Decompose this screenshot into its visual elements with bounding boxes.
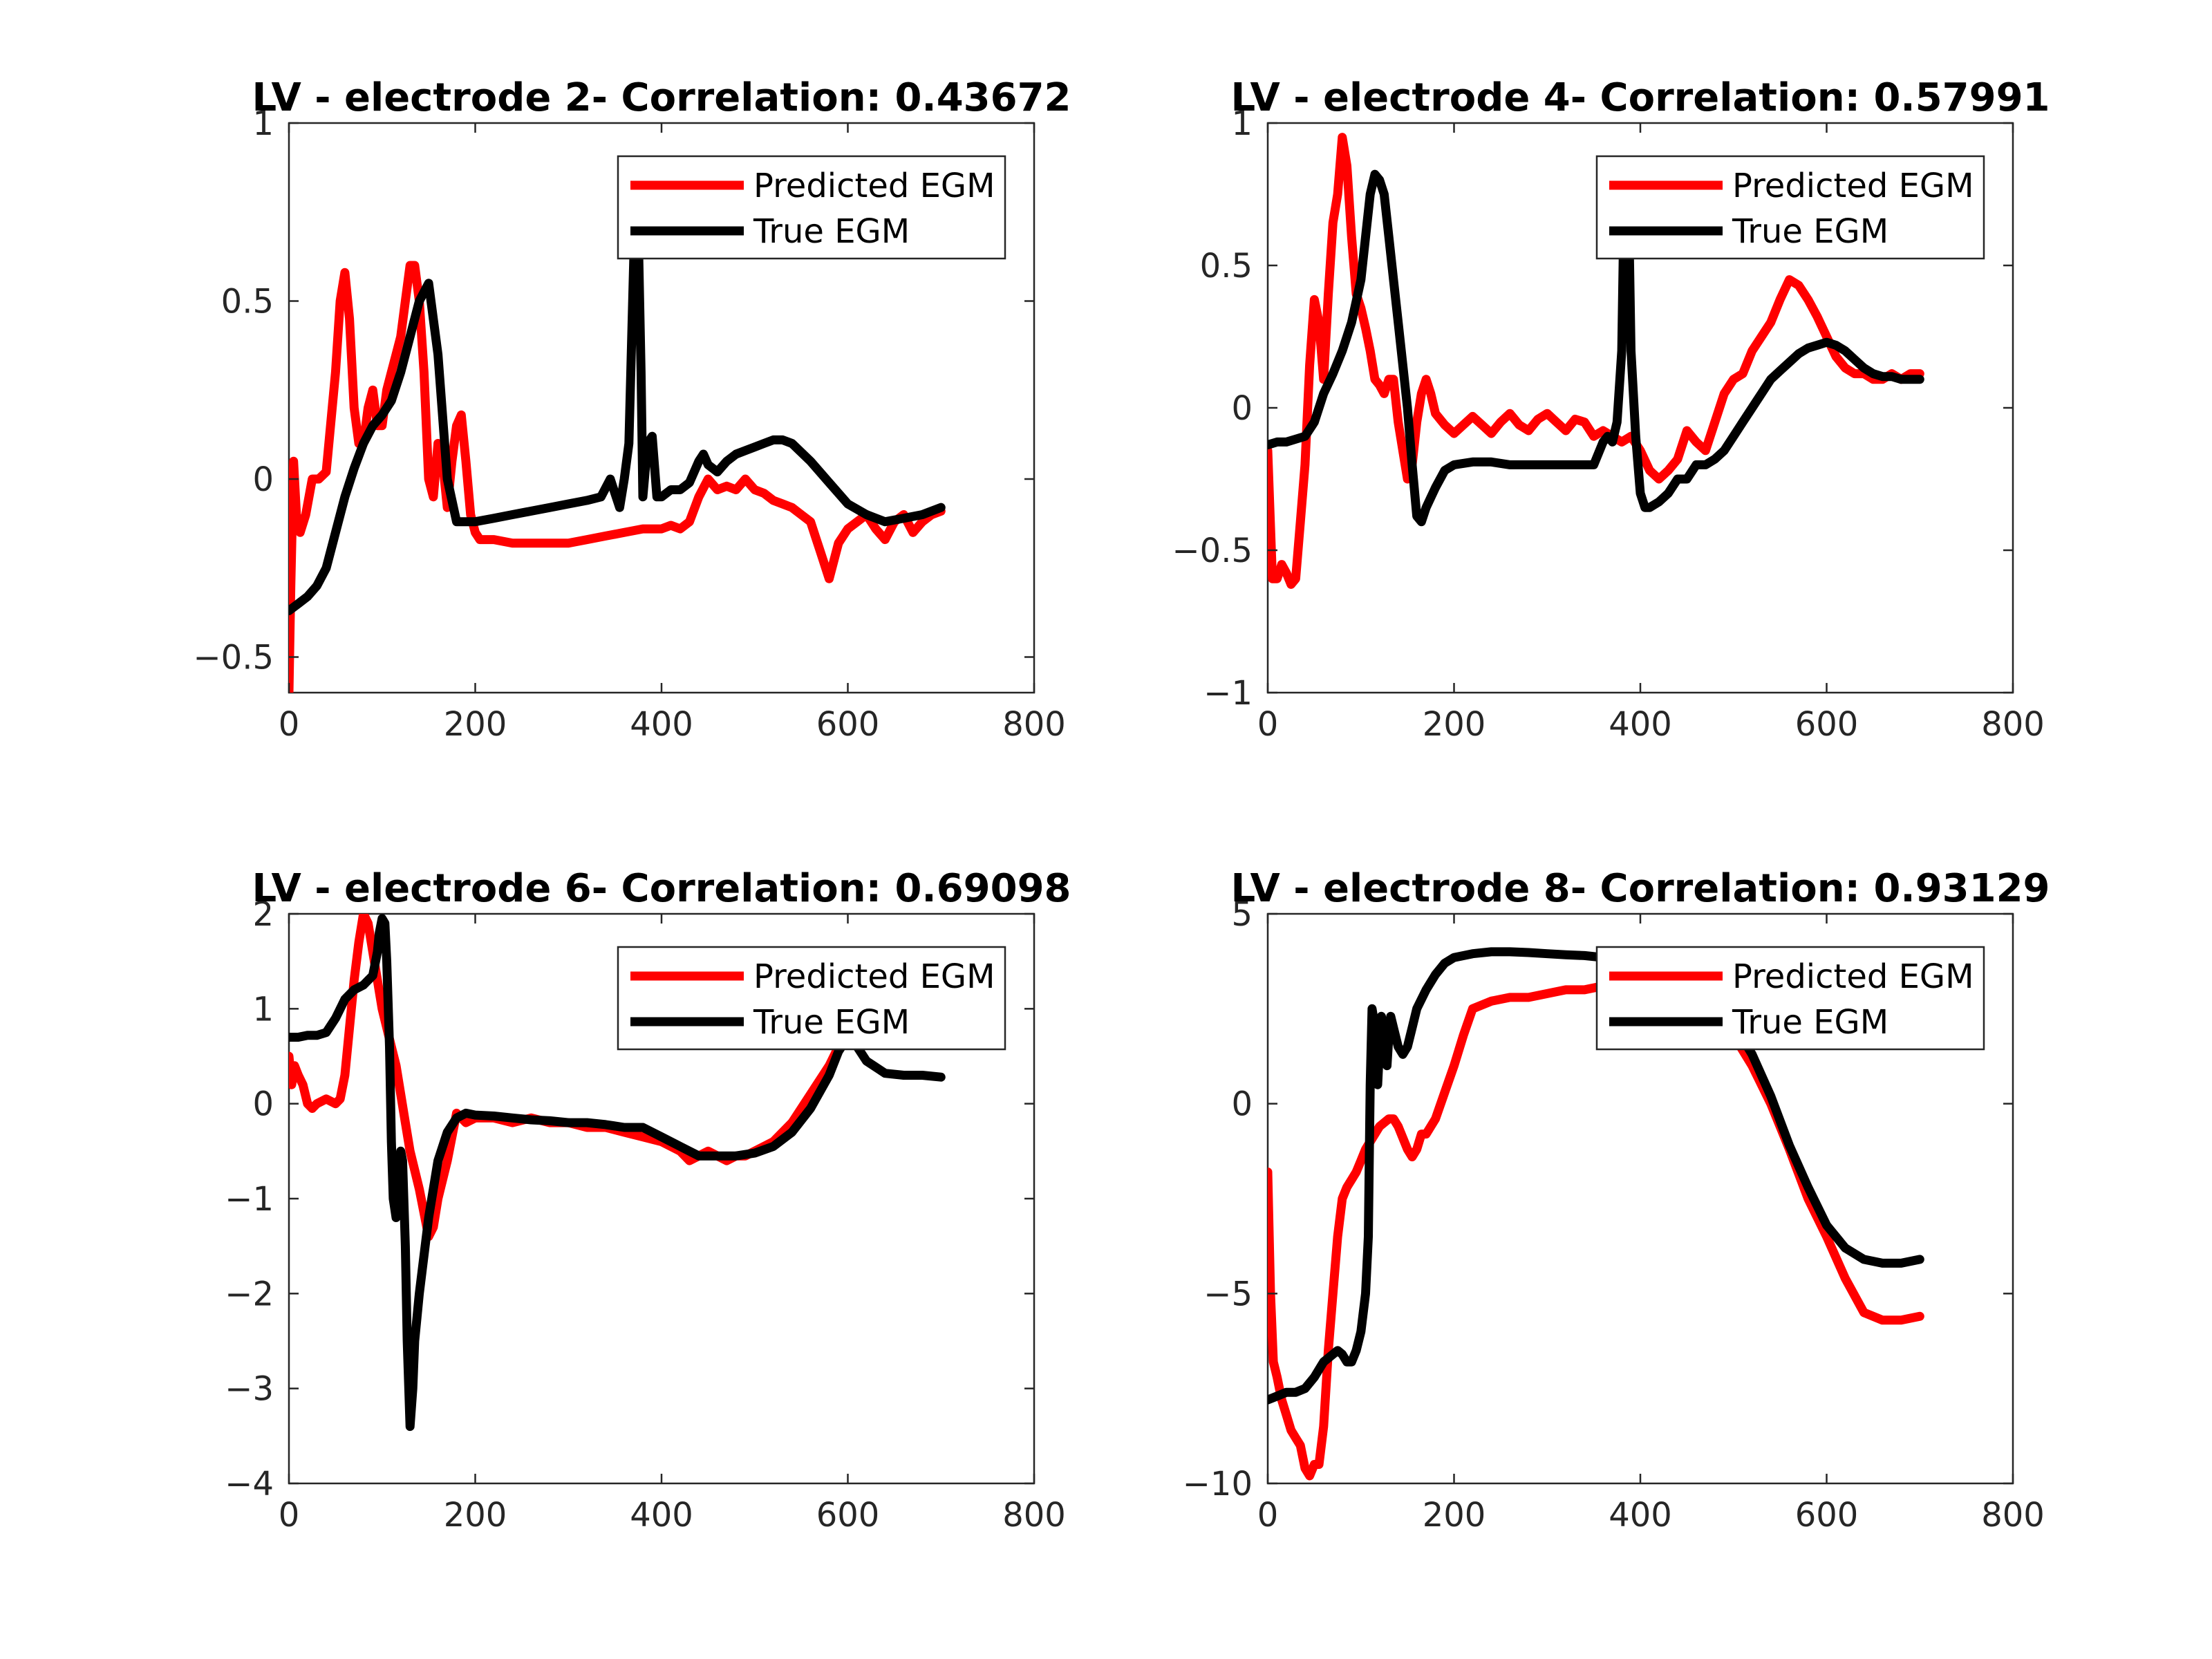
- legend-label-true-egm: True EGM: [1732, 1003, 1888, 1042]
- x-tick-label: 0: [279, 705, 300, 744]
- y-tick-label: 1: [252, 104, 274, 143]
- x-tick-label: 200: [444, 705, 507, 744]
- y-tick-label: 0: [1231, 1085, 1253, 1124]
- x-tick-label: 400: [1609, 1496, 1672, 1535]
- x-tick-label: 200: [1423, 705, 1486, 744]
- y-tick-label: 1: [252, 990, 274, 1029]
- y-tick-label: 2: [252, 895, 274, 934]
- legend: Predicted EGM True EGM: [617, 946, 1006, 1051]
- legend-label-predicted-egm: Predicted EGM: [753, 957, 995, 996]
- x-tick-label: 600: [816, 705, 880, 744]
- legend-box: [617, 946, 1006, 1051]
- series-line-predicted-egm: [1268, 133, 1924, 589]
- legend: Predicted EGM True EGM: [1595, 946, 1985, 1051]
- legend-label-predicted-egm: Predicted EGM: [1732, 167, 1974, 205]
- x-tick-label: 600: [1795, 1496, 1859, 1535]
- legend-box: [1595, 946, 1985, 1051]
- legend-box: [1595, 155, 1985, 260]
- y-tick-label: 0: [252, 1085, 274, 1124]
- x-tick-label: 0: [279, 1496, 300, 1535]
- legend-label-predicted-egm: Predicted EGM: [1732, 957, 1974, 996]
- y-tick-label: −1: [225, 1180, 274, 1219]
- legend-label-true-egm: True EGM: [753, 212, 910, 251]
- y-tick-label: 1: [1231, 104, 1253, 143]
- y-tick-label: 5: [1231, 895, 1253, 934]
- series-line-predicted-egm: [289, 261, 946, 693]
- y-tick-label: −3: [225, 1370, 274, 1409]
- chart-title: LV - electrode 4- Correlation: 0.57991: [1230, 75, 2050, 120]
- legend-label-true-egm: True EGM: [1732, 212, 1888, 251]
- x-tick-label: 400: [1609, 705, 1672, 744]
- subplot-2: 0 200 400 600 800 −1 −0.5 0 0.5 1LV - electrode 4…: [1172, 75, 2050, 744]
- legend-label-true-egm: True EGM: [753, 1003, 910, 1042]
- legend-label-predicted-egm: Predicted EGM: [753, 167, 995, 205]
- y-tick-label: −4: [225, 1465, 274, 1503]
- x-tick-label: 600: [1795, 705, 1859, 744]
- series-line-true-egm: [1268, 169, 1924, 527]
- x-tick-label: 400: [630, 705, 693, 744]
- chart-title: LV - electrode 8- Correlation: 0.93129: [1230, 866, 2050, 911]
- x-tick-label: 200: [1423, 1496, 1486, 1535]
- y-tick-label: −10: [1183, 1465, 1253, 1503]
- legend: Predicted EGM True EGM: [1595, 155, 1985, 260]
- y-tick-label: −2: [225, 1275, 274, 1313]
- y-tick-label: 0.5: [221, 283, 274, 321]
- y-tick-label: −1: [1203, 674, 1253, 713]
- y-tick-label: −0.5: [1172, 532, 1253, 570]
- x-tick-label: 800: [1002, 705, 1066, 744]
- x-tick-label: 200: [444, 1496, 507, 1535]
- x-tick-label: 800: [1002, 1496, 1066, 1535]
- chart-title: LV - electrode 6- Correlation: 0.69098: [252, 866, 1071, 911]
- y-tick-label: −5: [1203, 1275, 1253, 1313]
- legend-box: [617, 155, 1006, 260]
- y-tick-label: 0: [252, 460, 274, 499]
- x-tick-label: 800: [1981, 1496, 2045, 1535]
- x-tick-label: 600: [816, 1496, 880, 1535]
- x-tick-label: 800: [1981, 705, 2045, 744]
- x-tick-label: 0: [1257, 1496, 1279, 1535]
- y-tick-label: 0: [1231, 389, 1253, 428]
- subplot-4: 0 200 400 600 800 −10 −5 0 5LV - electrode 8- Co…: [1183, 866, 2050, 1535]
- x-tick-label: 400: [630, 1496, 693, 1535]
- series-line-true-egm: [289, 189, 946, 615]
- x-tick-label: 0: [1257, 705, 1279, 744]
- subplot-3: 0 200 400 600 800 −4 −3 −2 −1 0 1 2LV - electrode 6…: [225, 866, 1071, 1535]
- series-line-true-egm: [289, 914, 946, 1432]
- y-tick-label: −0.5: [193, 639, 274, 677]
- legend: Predicted EGM True EGM: [617, 155, 1006, 260]
- chart-title: LV - electrode 2- Correlation: 0.43672: [252, 75, 1071, 120]
- y-tick-label: 0.5: [1200, 247, 1253, 285]
